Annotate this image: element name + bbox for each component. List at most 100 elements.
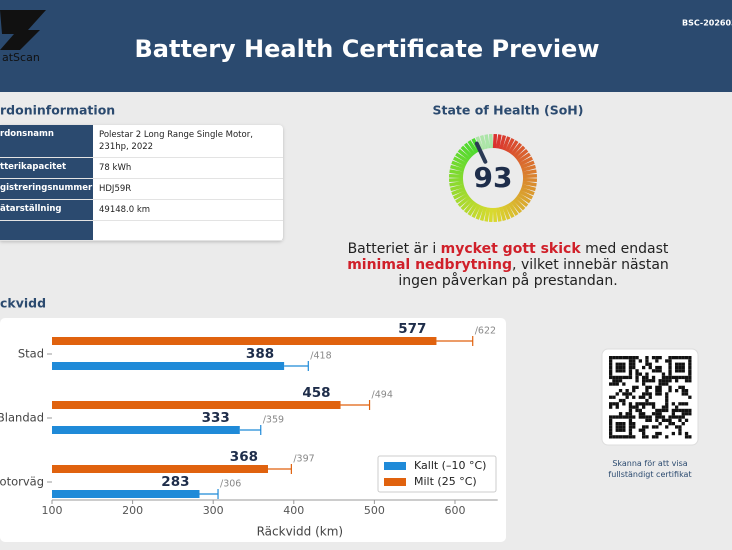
qr-module — [688, 362, 692, 366]
gauge-tick — [499, 135, 507, 150]
gauge-tick — [522, 169, 537, 176]
qr-module — [671, 375, 675, 380]
table-row: rdonsnamn Polestar 2 Long Range Single Mo… — [0, 125, 283, 158]
qr-module — [688, 375, 692, 380]
gauge-tick — [510, 200, 523, 214]
qr-module — [615, 422, 619, 426]
description-part: , vilket innebär nästan ingen påverkan p… — [398, 257, 669, 289]
logo-mark — [0, 10, 46, 50]
qr-module — [632, 395, 636, 399]
gauge-tick — [475, 136, 484, 151]
qr-module — [665, 395, 669, 399]
qr-module — [638, 408, 642, 413]
qr-module — [668, 415, 672, 419]
value-label: 458 — [302, 385, 330, 401]
qr-module — [681, 408, 685, 413]
qr-module — [678, 428, 682, 432]
qr-module — [635, 379, 639, 383]
qr-module — [645, 435, 649, 439]
upper-label: /494 — [372, 390, 393, 401]
qr-module — [628, 405, 633, 409]
qr-module — [684, 431, 689, 436]
qr-module — [612, 379, 616, 383]
qr-module — [622, 402, 626, 406]
qr-code — [609, 356, 692, 439]
qr-module — [622, 415, 626, 419]
qr-module — [668, 359, 672, 363]
qr-module — [655, 389, 659, 393]
description-part: mycket gott skick — [440, 241, 581, 257]
qr-module — [681, 356, 685, 360]
qr-module — [628, 412, 633, 416]
qr-module — [648, 392, 652, 396]
qr-module — [615, 405, 619, 409]
qr-module — [635, 356, 639, 360]
qr-module — [632, 435, 636, 439]
qr-module — [622, 356, 626, 360]
qr-module — [655, 415, 659, 419]
qr-module — [609, 402, 613, 406]
qr-module — [609, 395, 613, 399]
qr-module — [618, 362, 623, 366]
gauge-tick — [515, 195, 529, 208]
legend-box — [377, 455, 497, 493]
row-value: 78 kWh — [99, 163, 132, 173]
qr-module — [661, 379, 666, 383]
qr-module — [668, 365, 672, 370]
qr-module — [678, 431, 682, 436]
qr-module — [622, 398, 626, 403]
qr-module — [615, 435, 619, 439]
qr-module — [655, 435, 659, 439]
qr-module — [628, 402, 633, 406]
table-row: ätarställning 49148.0 km — [0, 200, 283, 221]
gauge-tick — [467, 202, 479, 216]
value-label: 577 — [398, 321, 426, 337]
qr-module — [678, 362, 682, 366]
soh-description: Batteriet är i mycket gott skick med end… — [345, 241, 671, 289]
qr-module — [622, 435, 626, 439]
qr-module — [671, 412, 675, 416]
qr-module — [635, 402, 639, 406]
qr-module — [625, 389, 629, 393]
qr-module — [688, 435, 692, 439]
qr-module — [688, 359, 692, 363]
qr-module — [681, 402, 685, 406]
gauge-tick — [512, 145, 526, 159]
qr-module — [675, 389, 679, 393]
legend-label: Kallt (–10 °C) — [414, 459, 486, 472]
qr-module — [665, 435, 669, 439]
qr-module — [648, 415, 652, 419]
y-tick-label: otorväg — [0, 475, 44, 489]
qr-module — [645, 415, 649, 419]
qr-module — [668, 389, 672, 393]
qr-module — [642, 365, 646, 370]
qr-module — [648, 365, 652, 370]
gauge-tick — [507, 202, 519, 216]
qr-module — [628, 435, 633, 439]
qr-caption: Skanna för att visa fullständigt certifik… — [608, 459, 691, 479]
gauge-tick — [521, 164, 536, 172]
qr-module — [684, 375, 689, 380]
qr-module — [635, 375, 639, 380]
gauge-tick — [463, 200, 476, 214]
qr-module — [645, 359, 649, 363]
gauge-tick — [502, 205, 511, 220]
qr-module — [642, 392, 646, 396]
qr-module — [684, 356, 689, 360]
qr-module — [655, 365, 659, 370]
qr-module — [665, 359, 669, 363]
gauge-tick — [492, 207, 498, 223]
qr-module — [675, 415, 679, 419]
gauge-tick — [518, 156, 533, 166]
qr-module — [628, 365, 633, 370]
description-part: minimal nedbrytning — [347, 257, 513, 273]
qr-module — [688, 365, 692, 370]
certificate-id: BSC-202603 — [682, 19, 732, 28]
qr-module — [628, 408, 633, 413]
gauge-tick — [488, 133, 494, 149]
gauge-tick — [479, 206, 487, 221]
qr-module — [665, 405, 669, 409]
section-title: rdoninformation — [0, 103, 115, 118]
qr-module — [609, 422, 613, 426]
qr-module — [609, 356, 613, 360]
